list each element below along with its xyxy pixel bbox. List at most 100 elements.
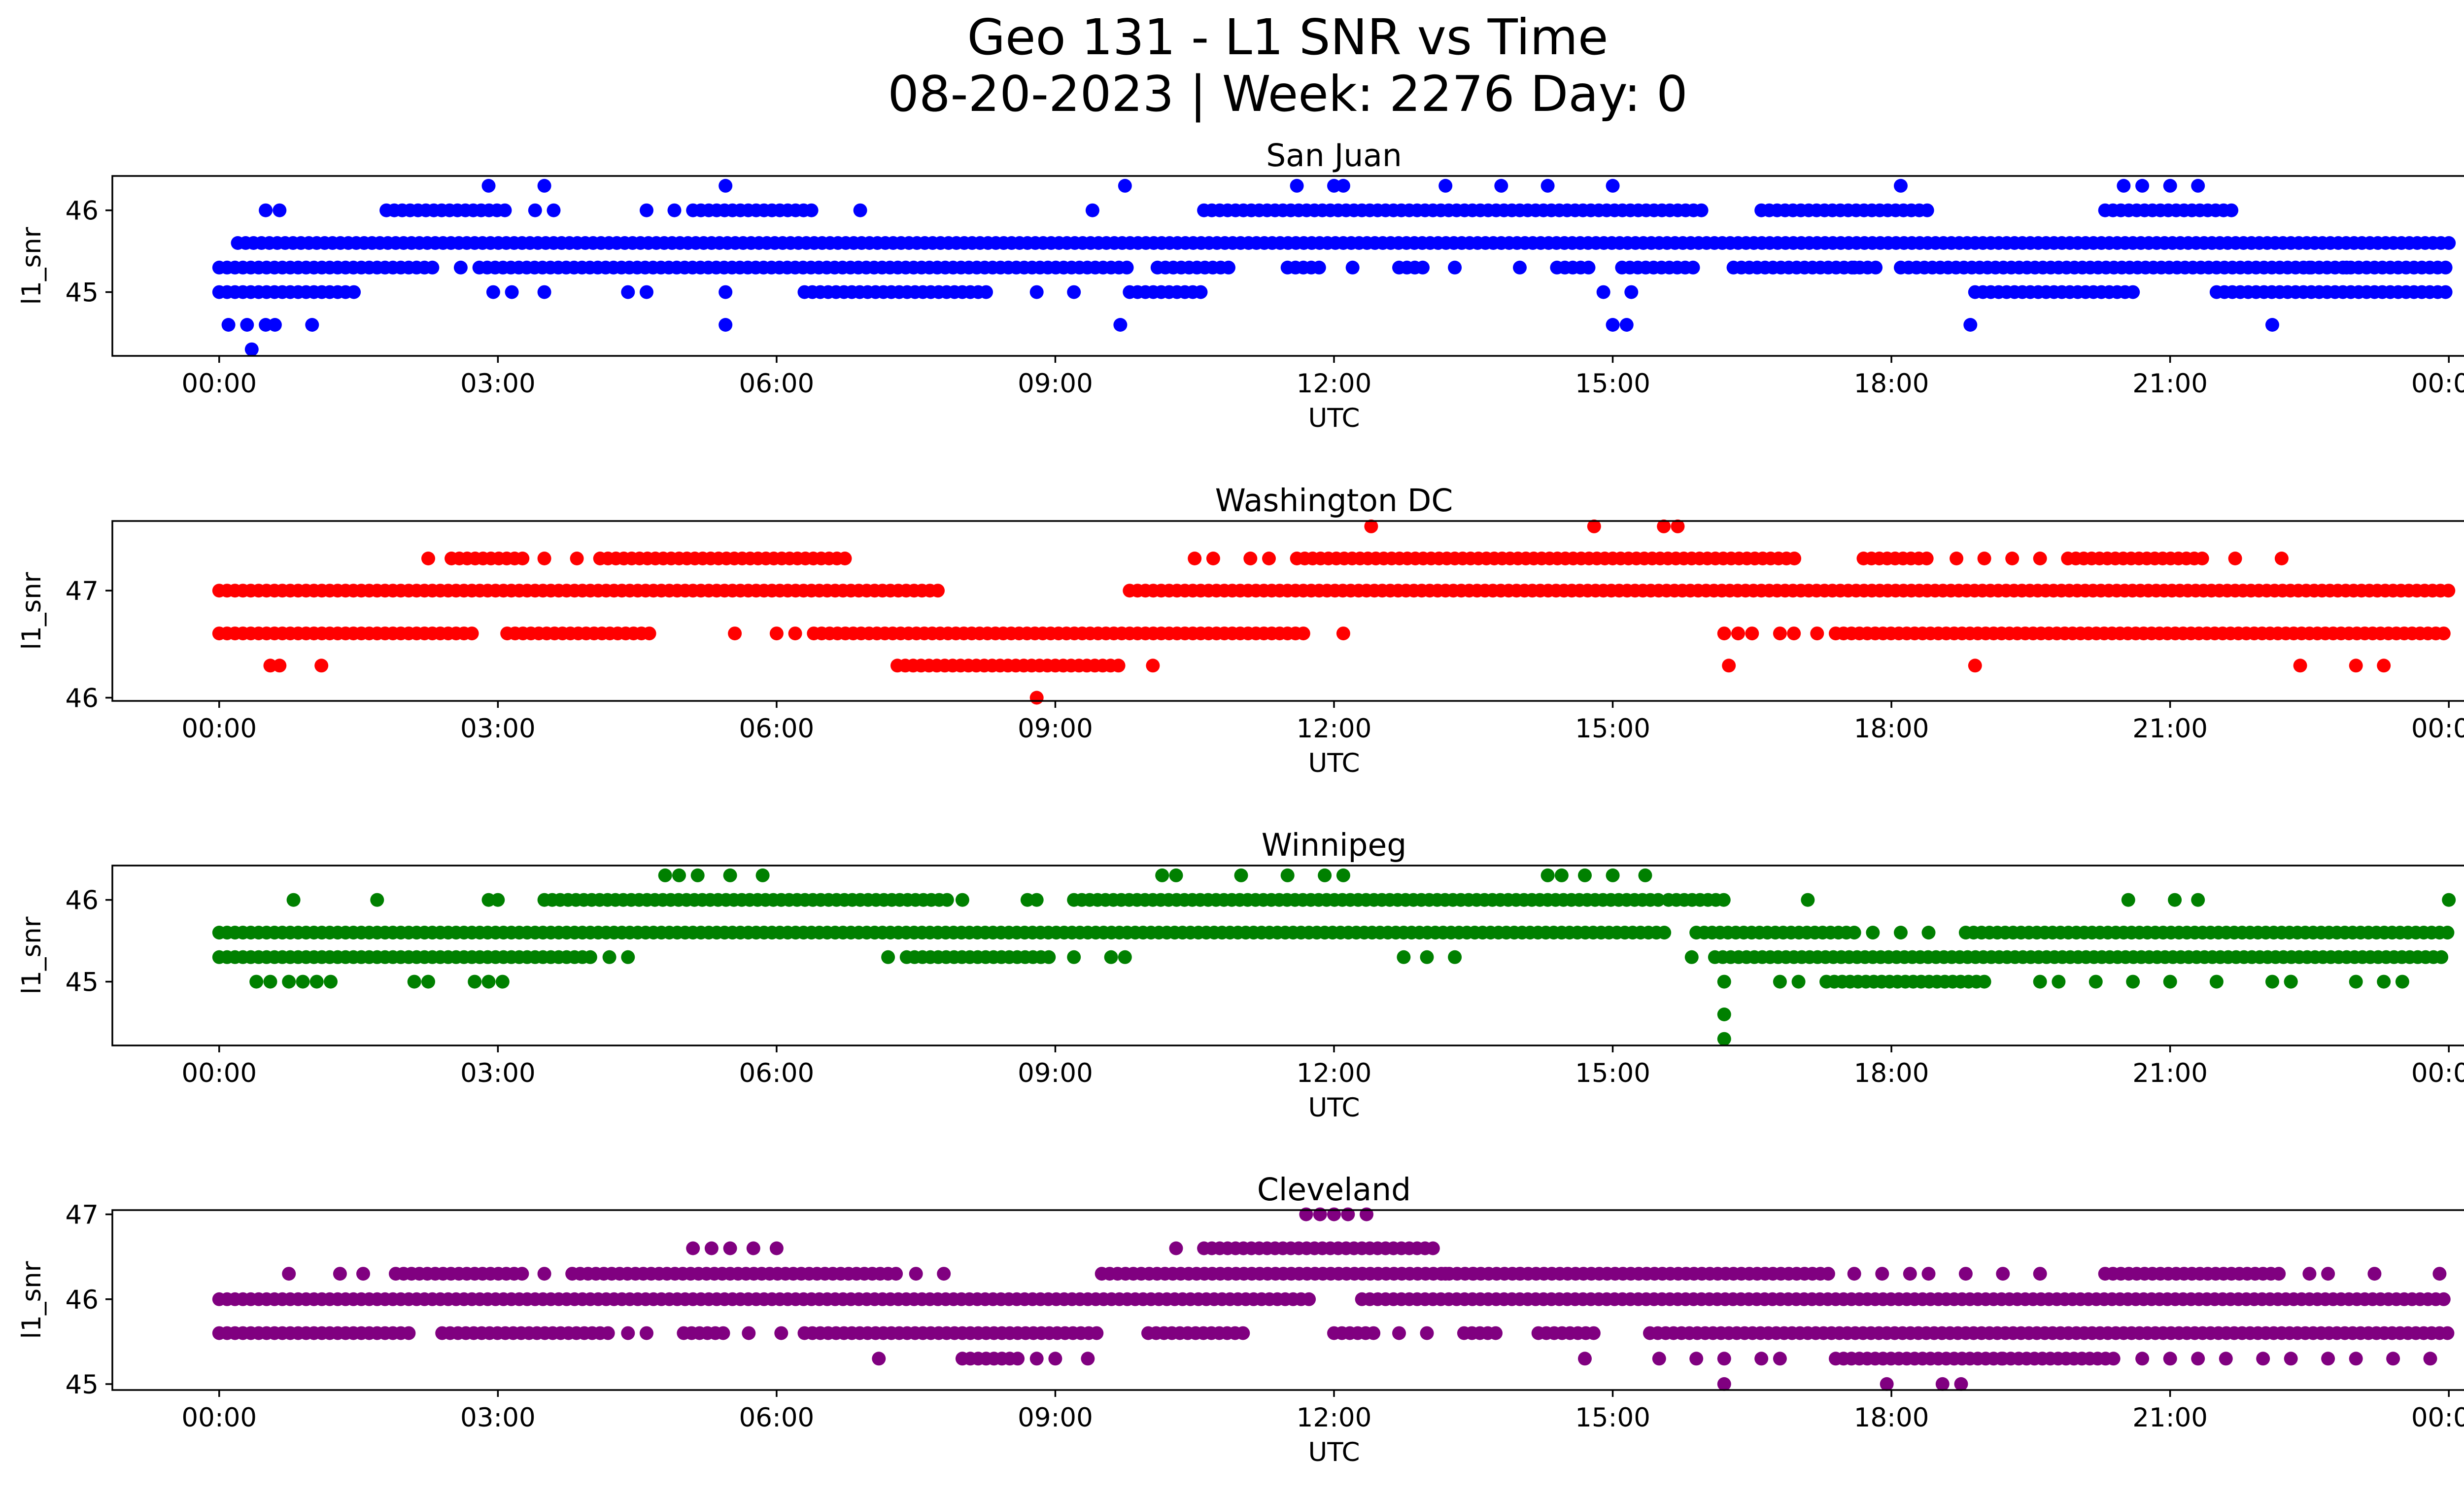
data-point: [1318, 868, 1332, 882]
data-point: [468, 974, 482, 989]
data-point: [333, 1267, 347, 1281]
data-point: [723, 868, 737, 882]
data-point: [1787, 552, 1802, 565]
data-point: [2163, 1352, 2177, 1366]
data-point: [1651, 893, 1665, 907]
data-point: [2434, 950, 2449, 964]
data-point: [1977, 552, 1991, 565]
data-point: [282, 1267, 296, 1281]
subplots: San Juan 00:00 03:00 06:00 09:00 12:00 15:00 18…: [17, 138, 2464, 1467]
x-axis-label: UTC: [1308, 1437, 1360, 1467]
data-point: [1920, 203, 1934, 217]
data-point: [370, 893, 384, 907]
data-point: [1188, 552, 1202, 565]
x-tick-label: 06:00: [739, 369, 815, 399]
data-point: [1416, 260, 1430, 275]
data-point: [2191, 178, 2205, 193]
data-point: [1345, 260, 1360, 275]
data-point: [2135, 1352, 2150, 1366]
data-point: [402, 1326, 416, 1340]
data-point: [249, 974, 264, 989]
data-point: [979, 285, 993, 299]
data-point: [1996, 1267, 2010, 1281]
data-point: [1919, 552, 1934, 565]
data-point: [719, 285, 733, 299]
data-point: [2195, 552, 2209, 565]
data-point: [2302, 260, 2317, 275]
data-point: [2423, 1352, 2437, 1366]
data-point: [1367, 1326, 1381, 1340]
data-point: [2191, 893, 2205, 907]
data-point: [658, 868, 672, 882]
x-tick-label: 03:00: [460, 1403, 536, 1433]
data-point: [268, 318, 282, 332]
data-point: [1336, 626, 1350, 641]
data-point: [356, 1267, 370, 1281]
x-tick-label: 09:00: [1018, 1058, 1093, 1088]
data-point: [755, 868, 770, 882]
data-point: [838, 552, 852, 565]
subplot-san-juan: San Juan 00:00 03:00 06:00 09:00 12:00 15:00 18…: [17, 138, 2464, 433]
data-point: [2274, 552, 2289, 565]
data-point: [716, 1326, 730, 1340]
data-point: [1671, 519, 1685, 533]
data-point: [1146, 659, 1160, 673]
data-point: [1466, 1267, 1480, 1281]
data-point: [259, 203, 273, 217]
data-point: [1302, 1292, 1316, 1306]
x-tick-label: 03:00: [460, 369, 536, 399]
y-tick-label: 46: [66, 683, 99, 713]
data-point: [1029, 285, 1044, 299]
data-point: [537, 1267, 551, 1281]
data-point: [601, 1326, 615, 1340]
y-axis-label: l1_snr: [17, 916, 47, 994]
data-point: [2377, 974, 2391, 989]
data-point: [602, 950, 616, 964]
x-tick-label: 00:00: [2411, 369, 2464, 399]
data-point: [1438, 1267, 1453, 1281]
data-point: [2265, 318, 2279, 332]
data-point: [1067, 950, 1081, 964]
data-point: [2321, 1352, 2335, 1366]
x-tick-label: 21:00: [2132, 1403, 2208, 1433]
data-point: [2219, 1352, 2233, 1366]
x-tick-label: 12:00: [1297, 714, 1372, 744]
data-point: [1336, 178, 1350, 193]
x-tick-label: 00:00: [181, 1403, 257, 1433]
data-point: [1689, 1352, 1704, 1366]
data-point: [1236, 1326, 1250, 1340]
subplot-title: Winnipeg: [1262, 827, 1407, 863]
data-point: [931, 584, 945, 598]
data-point: [2228, 552, 2242, 565]
data-point: [1684, 950, 1699, 964]
data-point: [2293, 659, 2307, 673]
data-point: [495, 974, 510, 989]
data-point: [1717, 626, 1731, 641]
data-point: [2386, 1352, 2400, 1366]
x-tick-label: 18:00: [1854, 714, 1929, 744]
data-point: [1364, 519, 1378, 533]
x-tick-label: 00:00: [181, 714, 257, 744]
data-point: [528, 203, 542, 217]
data-point: [1587, 519, 1601, 533]
data-point: [1280, 868, 1295, 882]
data-point: [2005, 552, 2019, 565]
data-point: [1262, 552, 1276, 565]
x-tick-label: 21:00: [2132, 369, 2208, 399]
data-point: [1090, 1326, 1104, 1340]
data-point: [2367, 1267, 2382, 1281]
data-points-winnipeg: [212, 868, 2456, 1046]
data-point: [515, 1267, 529, 1281]
data-point: [719, 178, 733, 193]
x-tick-label: 12:00: [1297, 1403, 1372, 1433]
data-point: [804, 203, 819, 217]
data-point: [690, 868, 705, 882]
data-point: [2163, 178, 2177, 193]
data-point: [872, 1352, 886, 1366]
data-point: [1773, 626, 1787, 641]
data-point: [1866, 926, 1880, 939]
data-point: [1120, 260, 1134, 275]
data-point: [909, 1267, 923, 1281]
data-point: [2442, 236, 2456, 250]
data-point: [1894, 178, 1908, 193]
